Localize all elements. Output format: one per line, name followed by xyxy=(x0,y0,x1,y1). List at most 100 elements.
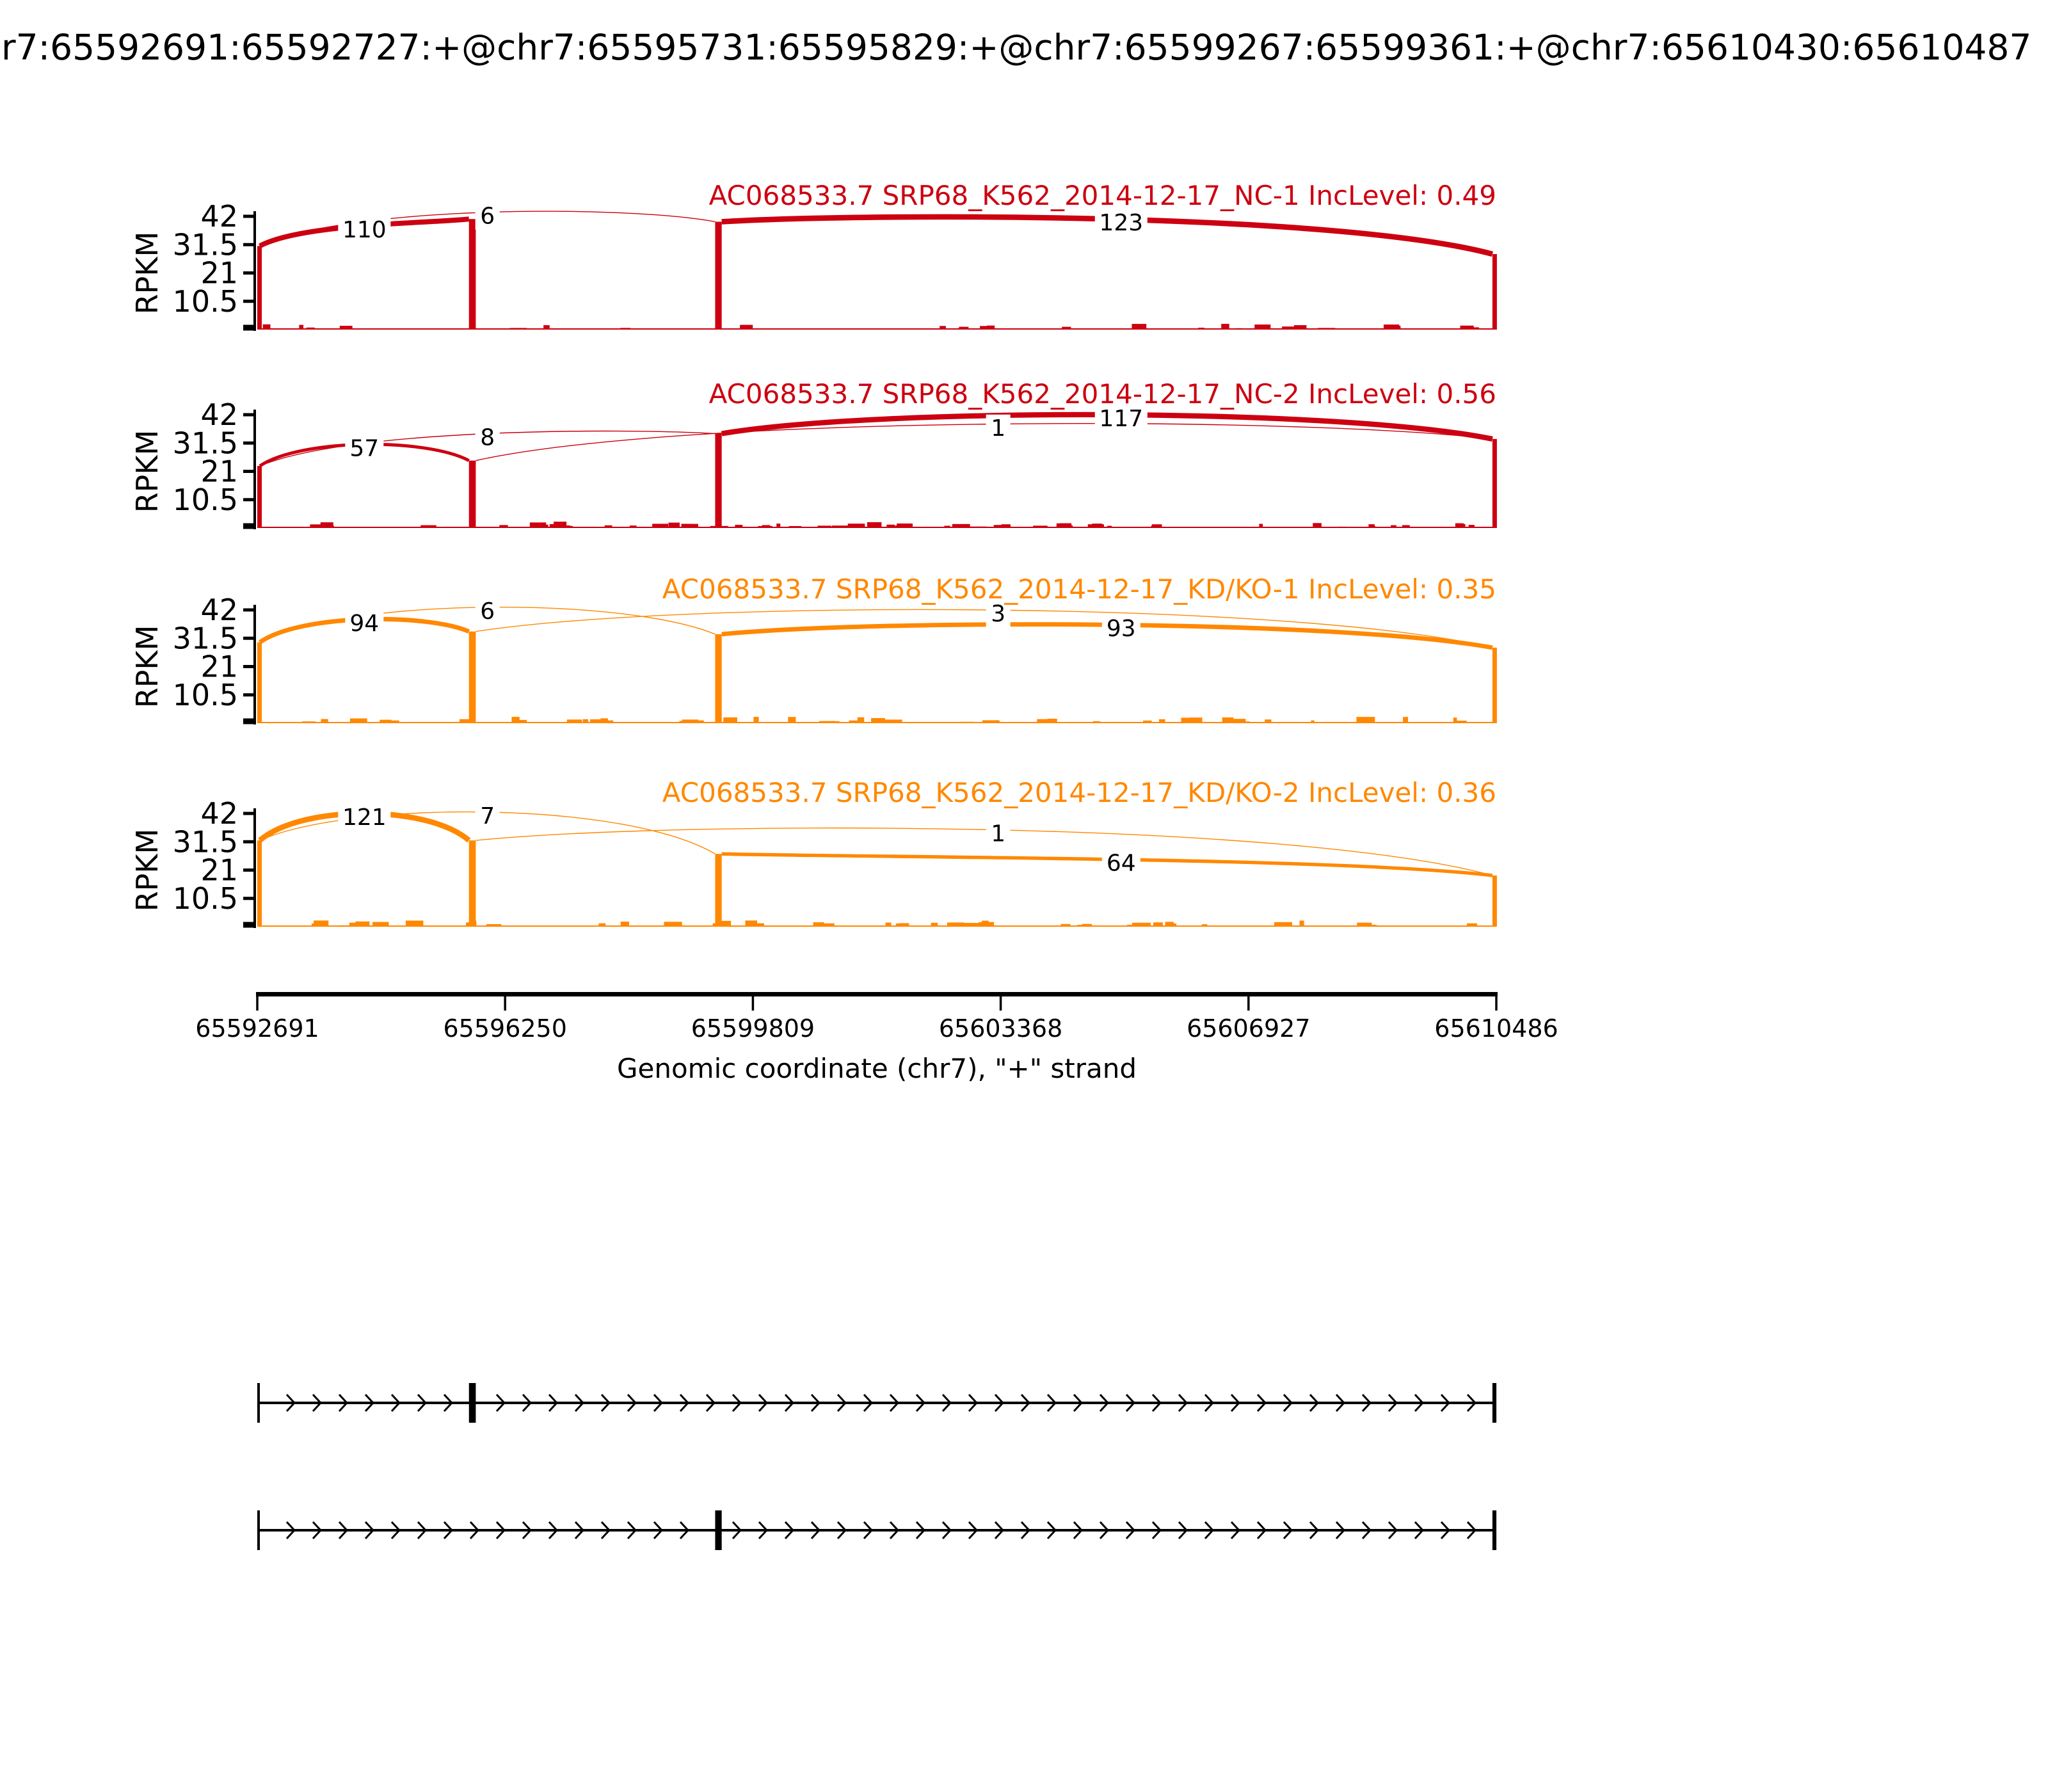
coverage-noise xyxy=(847,524,865,528)
x-tick-label: 65603368 xyxy=(939,1014,1062,1043)
strand-arrow-icon xyxy=(469,1521,480,1540)
strand-arrow-icon xyxy=(338,1521,349,1540)
coverage-noise xyxy=(310,524,326,528)
strand-arrow-icon xyxy=(390,1521,401,1540)
y-tick-label: 10.5 xyxy=(173,881,238,916)
coverage-noise xyxy=(499,525,508,528)
exon-coverage-bar-upstream xyxy=(257,840,262,927)
coverage-noise xyxy=(1221,324,1229,330)
y-tick-label: 42 xyxy=(200,593,238,627)
exon-coverage-bar-upstream xyxy=(257,246,262,330)
coverage-noise xyxy=(776,524,781,528)
coverage-noise xyxy=(629,525,637,528)
coverage-noise xyxy=(982,922,995,927)
coverage-noise xyxy=(849,720,863,723)
strand-arrow-icon xyxy=(312,1521,323,1540)
coverage-noise xyxy=(459,719,475,723)
coverage-noise xyxy=(600,718,608,723)
junction-arc xyxy=(476,609,1493,648)
strand-arrow-icon xyxy=(1309,1393,1320,1412)
coverage-noise xyxy=(1455,523,1464,528)
strand-arrow-icon xyxy=(1230,1521,1241,1540)
x-axis-bar xyxy=(256,992,1498,996)
strand-arrow-icon xyxy=(889,1393,900,1412)
strand-arrow-icon xyxy=(679,1393,690,1412)
coverage-noise xyxy=(813,922,824,927)
strand-arrow-icon xyxy=(941,1393,952,1412)
strand-arrow-icon xyxy=(338,1393,349,1412)
strand-arrow-icon xyxy=(1283,1521,1293,1540)
y-tick-label: 42 xyxy=(200,397,238,432)
exon-coverage-bar-mxe_exon_2 xyxy=(715,634,722,723)
exon-coverage-bar-mxe_exon_1 xyxy=(468,460,476,528)
coverage-noise xyxy=(1403,717,1409,723)
transcript-exon xyxy=(468,1383,476,1423)
junction-count-label: 110 xyxy=(342,217,387,243)
coverage-noise xyxy=(1060,924,1071,927)
junction-count-label-bg xyxy=(345,435,384,462)
coverage-noise xyxy=(1096,524,1104,528)
y-tick-label: 21 xyxy=(200,256,238,291)
junction-count-label: 8 xyxy=(480,425,495,451)
track-title: AC068533.7 SRP68_K562_2014-12-17_KD/KO-2… xyxy=(662,777,1496,808)
coverage-noise xyxy=(895,923,909,927)
coverage-noise xyxy=(940,326,946,330)
x-tick xyxy=(256,996,259,1011)
coverage-noise xyxy=(1189,717,1203,723)
strand-arrow-icon xyxy=(364,1521,375,1540)
coverage-noise xyxy=(1467,326,1471,330)
coverage-noise xyxy=(339,326,353,330)
coverage-noise xyxy=(1254,324,1271,330)
transcript-exon xyxy=(257,1383,260,1423)
strand-arrow-icon xyxy=(1151,1393,1162,1412)
strand-arrow-icon xyxy=(994,1521,1005,1540)
strand-arrow-icon xyxy=(784,1393,795,1412)
junction-count-label: 1 xyxy=(991,415,1005,442)
strand-arrow-icon xyxy=(758,1521,769,1540)
strand-arrow-icon xyxy=(1440,1393,1451,1412)
coverage-noise xyxy=(339,925,355,927)
strand-arrow-icon xyxy=(1178,1393,1188,1412)
strand-arrow-icon xyxy=(1388,1521,1398,1540)
coverage-noise xyxy=(1274,922,1292,927)
coverage-noise xyxy=(1158,719,1165,723)
strand-arrow-icon xyxy=(1125,1521,1136,1540)
junction-count-label: 64 xyxy=(1107,851,1136,877)
coverage-noise xyxy=(1151,525,1162,528)
coverage-noise xyxy=(1092,721,1101,723)
rpkm-axis-label: RPKM xyxy=(130,625,164,708)
coverage-baseline xyxy=(257,328,1496,330)
transcript-exon xyxy=(1492,1383,1497,1423)
junction-count-label: 93 xyxy=(1107,616,1136,642)
strand-arrow-icon xyxy=(1309,1521,1320,1540)
coverage-noise xyxy=(1299,920,1304,927)
coverage-noise xyxy=(545,524,548,528)
y-tick-label: 21 xyxy=(200,454,238,489)
junction-count-label: 123 xyxy=(1099,210,1143,236)
strand-arrow-icon xyxy=(1099,1393,1110,1412)
coverage-noise xyxy=(788,525,802,528)
strand-arrow-icon xyxy=(285,1393,296,1412)
coverage-noise xyxy=(529,522,547,528)
coverage-noise xyxy=(1066,525,1073,528)
strand-arrow-icon xyxy=(810,1393,821,1412)
y-tick-label: 31.5 xyxy=(173,824,238,859)
strand-arrow-icon xyxy=(1204,1521,1215,1540)
strand-arrow-icon xyxy=(1414,1393,1425,1412)
coverage-noise xyxy=(958,328,966,330)
junction-count-label: 121 xyxy=(342,804,387,831)
transcript-exon xyxy=(257,1510,260,1550)
coverage-noise xyxy=(517,719,527,723)
exon-coverage-bar-mxe_exon_1 xyxy=(468,840,476,927)
coverage-noise xyxy=(1454,720,1467,723)
x-axis-title: Genomic coordinate (chr7), "+" strand xyxy=(617,1053,1137,1084)
exon-coverage-bar-mxe_exon_1 xyxy=(468,631,476,723)
coverage-noise xyxy=(582,719,589,723)
y-tick-label: 31.5 xyxy=(173,426,238,460)
strand-arrow-icon xyxy=(522,1521,532,1540)
strand-arrow-icon xyxy=(417,1393,428,1412)
strand-arrow-icon xyxy=(1335,1393,1346,1412)
strand-arrow-icon xyxy=(495,1521,506,1540)
coverage-noise xyxy=(486,924,502,927)
strand-arrow-icon xyxy=(364,1393,375,1412)
